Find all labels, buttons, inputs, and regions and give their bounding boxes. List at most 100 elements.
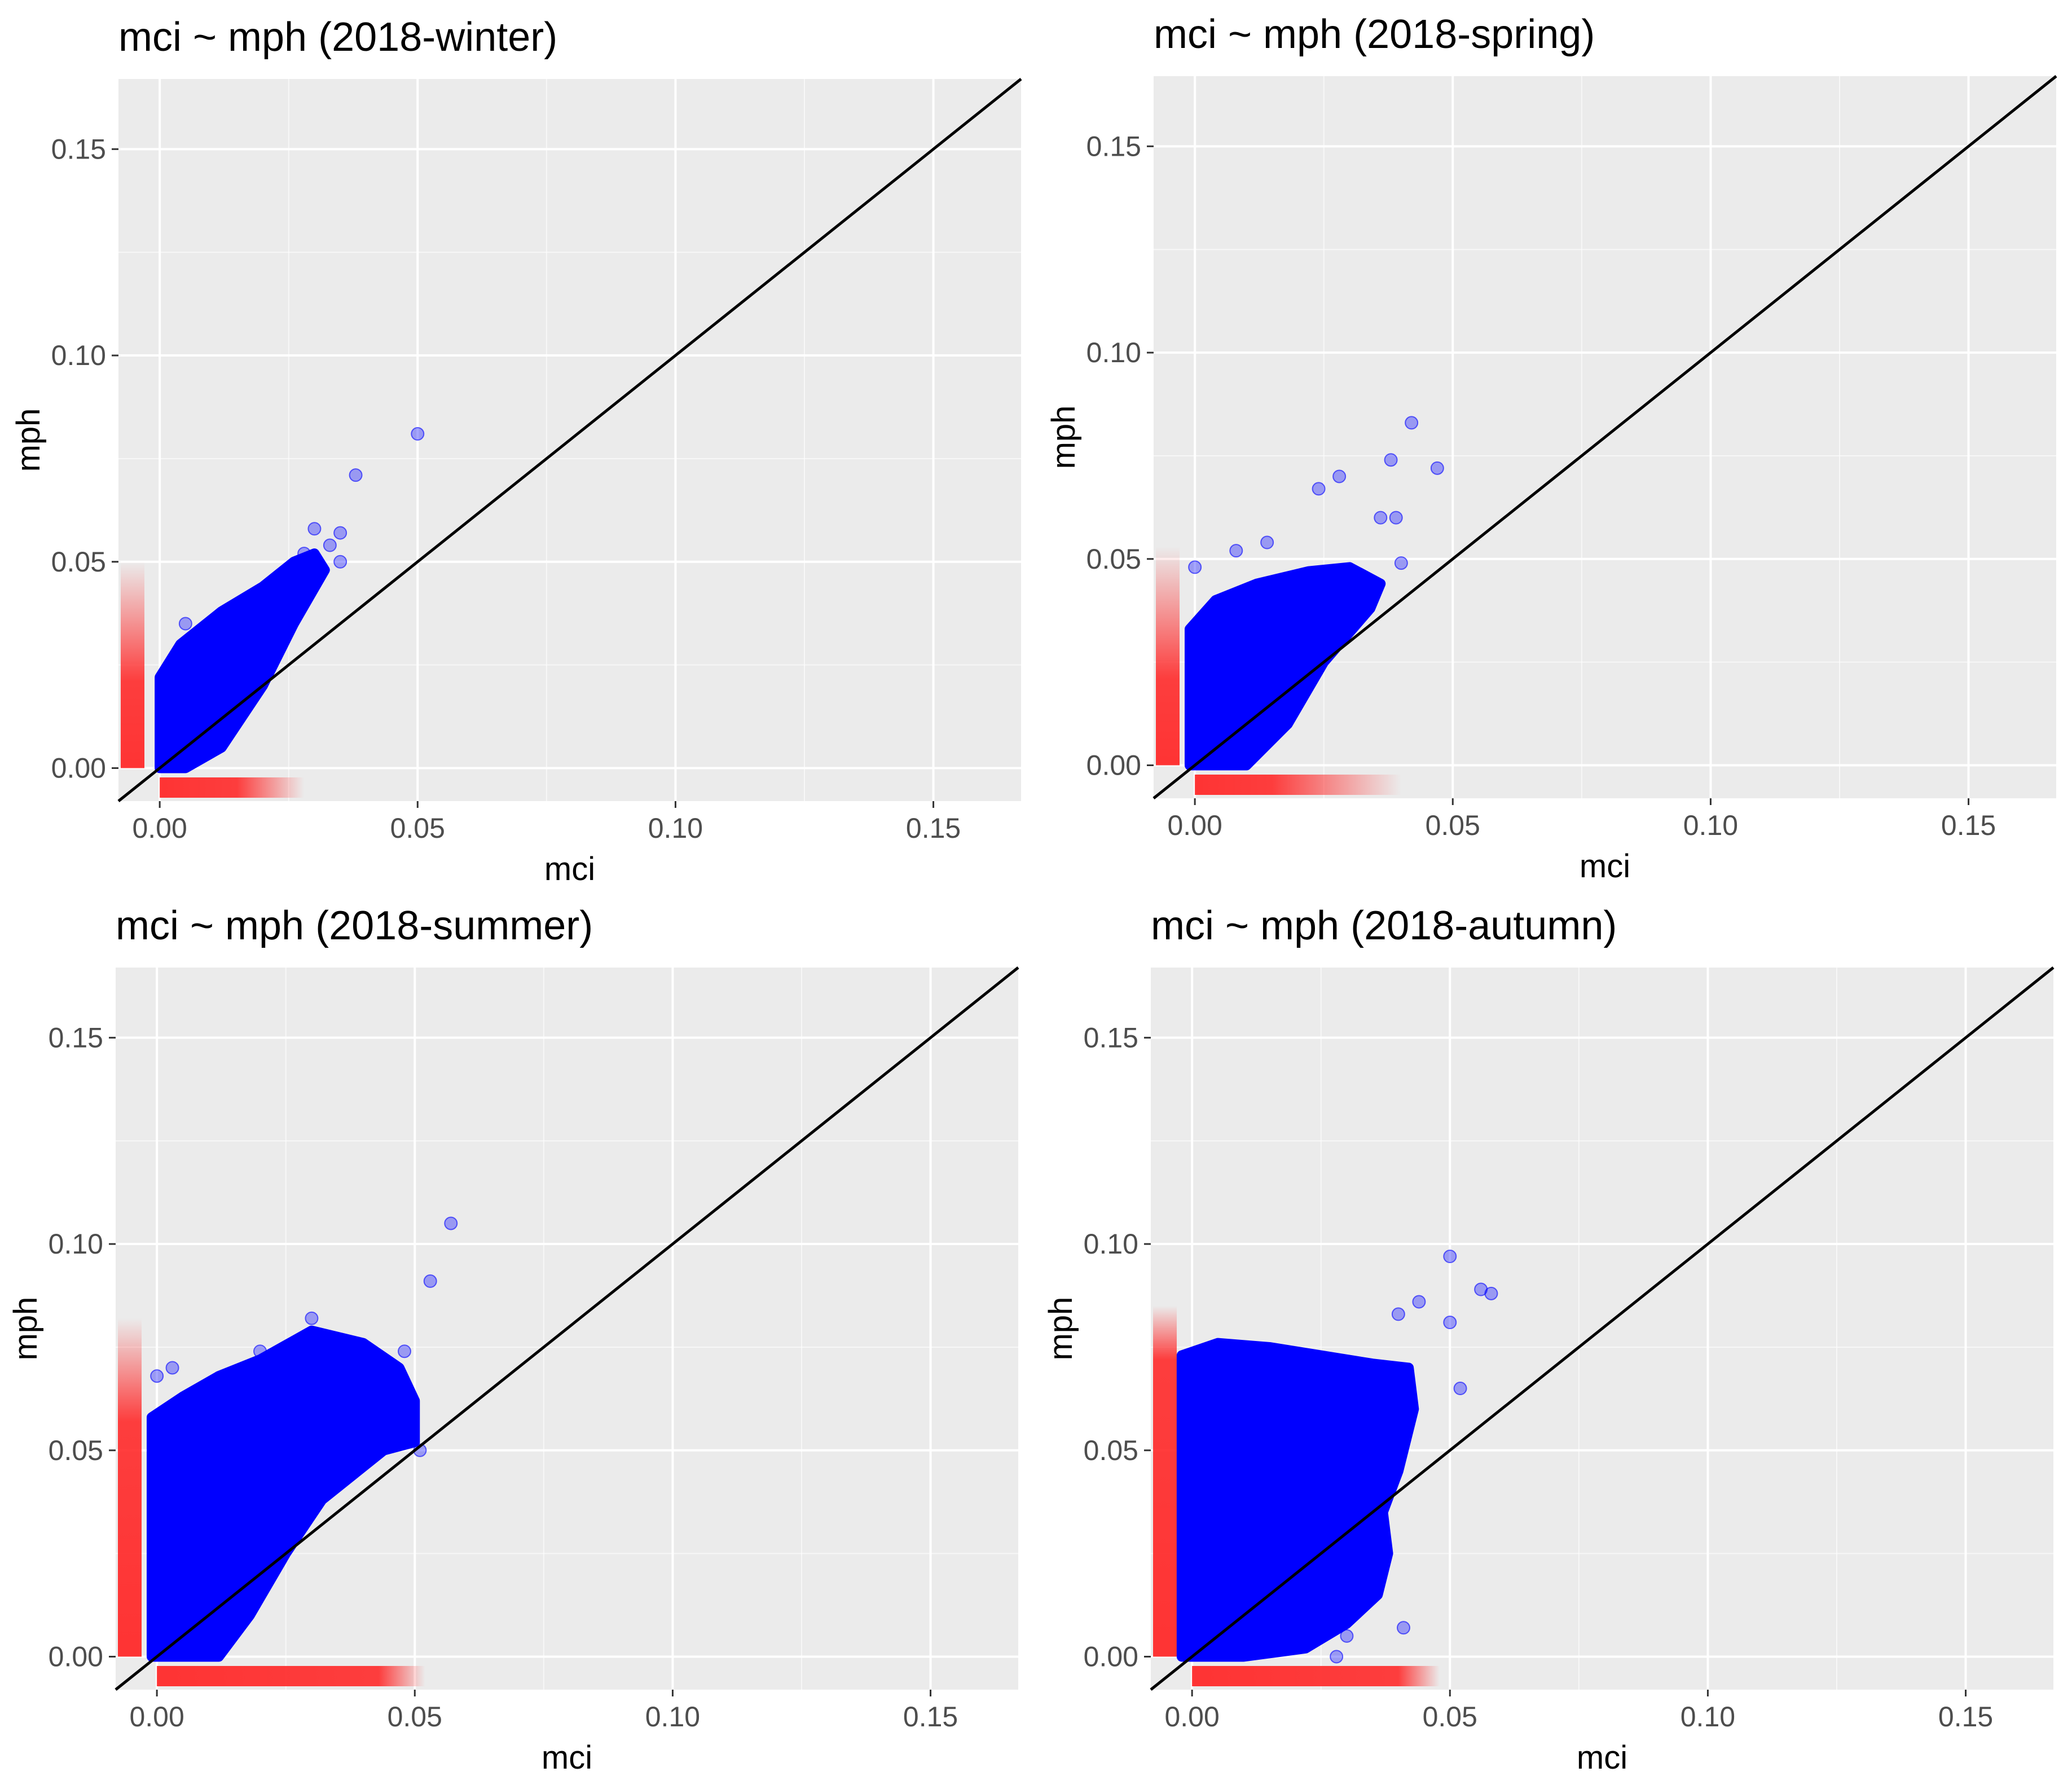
x-tick-label: 0.00 — [132, 812, 187, 844]
point-cloud — [1176, 1338, 1419, 1662]
x-tick-label: 0.05 — [388, 1701, 442, 1733]
data-point — [444, 1216, 458, 1230]
data-point — [423, 1274, 437, 1288]
x-rug — [157, 1666, 425, 1686]
y-tick-labels: 0.00 0.05 0.10 0.15 — [51, 133, 106, 784]
x-tick-label: 0.05 — [1426, 810, 1480, 841]
x-tick-label: 0.10 — [645, 1701, 700, 1733]
y-tick-label: 0.10 — [1086, 337, 1141, 368]
data-point — [1260, 535, 1274, 549]
data-point — [1229, 544, 1243, 558]
data-layer — [117, 78, 1022, 802]
data-point — [333, 555, 347, 569]
data-point — [1391, 1307, 1405, 1321]
y-rug — [1153, 1305, 1177, 1657]
data-point — [305, 1311, 319, 1325]
y-tick-label: 0.05 — [51, 546, 106, 578]
y-tick-label: 0.00 — [49, 1641, 103, 1672]
gridlines — [112, 79, 1021, 808]
data-point — [411, 427, 425, 441]
point-cloud — [155, 548, 330, 773]
x-tick-labels: 0.00 0.05 0.10 0.15 — [1164, 1701, 1993, 1733]
x-tick-label: 0.10 — [648, 812, 703, 844]
x-tick-label: 0.00 — [1164, 1701, 1219, 1733]
data-point — [1397, 1621, 1410, 1635]
y-tick-label: 0.15 — [1086, 130, 1141, 162]
data-point — [1330, 1650, 1344, 1664]
data-point — [253, 1344, 267, 1358]
x-tick-label: 0.05 — [1423, 1701, 1477, 1733]
data-layer — [115, 966, 1019, 1691]
y-rug — [118, 1318, 142, 1657]
data-point — [297, 547, 311, 561]
data-point — [1389, 511, 1403, 525]
x-axis-label: mci — [1577, 1739, 1627, 1776]
y-axis-label: mph — [10, 408, 47, 472]
y-tick-label: 0.00 — [1084, 1641, 1138, 1672]
y-tick-label: 0.05 — [49, 1435, 103, 1466]
y-rug — [1156, 546, 1180, 766]
y-tick-label: 0.10 — [1084, 1228, 1138, 1260]
reference-line — [115, 966, 1019, 1691]
point-cloud — [147, 1325, 420, 1662]
data-point — [1188, 560, 1202, 574]
reference-line — [117, 78, 1022, 802]
x-axis-label: mci — [542, 1739, 592, 1776]
data-point — [1453, 1382, 1467, 1396]
y-tick-label: 0.10 — [51, 340, 106, 371]
x-tick-label: 0.05 — [390, 812, 445, 844]
data-point — [150, 1369, 164, 1383]
reference-line — [1152, 75, 2057, 799]
data-layer — [1152, 75, 2057, 799]
y-axis-label: mph — [7, 1297, 44, 1361]
x-rug — [1195, 775, 1401, 795]
data-point — [1412, 1295, 1426, 1309]
x-tick-label: 0.15 — [906, 812, 961, 844]
y-tick-label: 0.10 — [49, 1228, 103, 1260]
x-tick-label: 0.10 — [1683, 810, 1738, 841]
data-point — [1484, 1286, 1498, 1300]
x-axis-label: mci — [544, 851, 595, 887]
x-tick-labels: 0.00 0.05 0.10 0.15 — [132, 812, 961, 844]
data-point — [1394, 556, 1408, 570]
point-cloud — [1185, 562, 1386, 771]
y-tick-label: 0.15 — [49, 1022, 103, 1053]
panel-title: mci ~ mph (2018-spring) — [1154, 12, 1595, 57]
data-point — [333, 526, 347, 540]
x-tick-labels: 0.00 0.05 0.10 0.15 — [129, 1701, 958, 1733]
panel-title: mci ~ mph (2018-autumn) — [1151, 903, 1617, 948]
panel-spring: mci ~ mph (2018-spring) 0.00 0.05 0.10 0… — [1045, 12, 2057, 885]
x-rug — [160, 777, 305, 798]
data-layer — [1150, 966, 2055, 1691]
x-tick-label: 0.15 — [903, 1701, 958, 1733]
panel-winter: mci ~ mph (2018-winter) 0.00 0.05 0.10 0… — [10, 15, 1022, 887]
x-tick-label: 0.10 — [1681, 1701, 1735, 1733]
panel-autumn: mci ~ mph (2018-autumn) 0.00 0.05 0.10 0… — [1042, 903, 2055, 1776]
data-point — [398, 1344, 411, 1358]
data-point — [178, 617, 192, 631]
gridlines — [1147, 76, 2056, 805]
x-axis-label: mci — [1580, 848, 1630, 885]
x-tick-label: 0.15 — [1938, 1701, 1993, 1733]
data-point — [1443, 1250, 1457, 1263]
panel-title: mci ~ mph (2018-summer) — [116, 903, 593, 948]
y-tick-labels: 0.00 0.05 0.10 0.15 — [1084, 1022, 1138, 1672]
data-point — [1443, 1316, 1457, 1330]
y-tick-label: 0.05 — [1086, 543, 1141, 575]
y-axis-label: mph — [1042, 1297, 1079, 1361]
panel-title: mci ~ mph (2018-winter) — [118, 15, 557, 60]
data-point — [1384, 453, 1398, 467]
data-point — [1405, 416, 1419, 430]
data-point — [1374, 511, 1388, 525]
y-tick-label: 0.00 — [51, 752, 106, 784]
x-tick-label: 0.00 — [129, 1701, 184, 1733]
data-point — [1332, 469, 1347, 483]
y-rug — [121, 561, 144, 768]
y-axis-label: mph — [1045, 406, 1082, 469]
y-tick-label: 0.05 — [1084, 1435, 1138, 1466]
y-tick-labels: 0.00 0.05 0.10 0.15 — [49, 1022, 103, 1672]
y-tick-label: 0.00 — [1086, 749, 1141, 781]
x-tick-label: 0.00 — [1167, 810, 1222, 841]
data-point — [1312, 482, 1326, 496]
